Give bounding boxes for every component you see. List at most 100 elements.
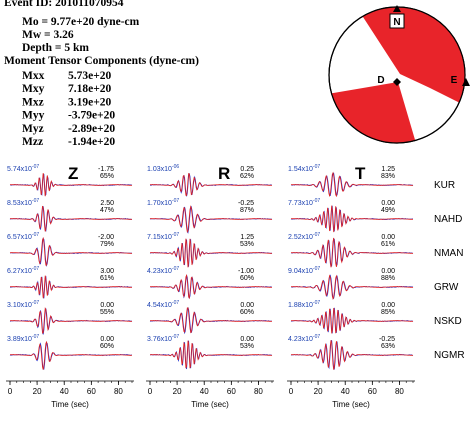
amplitude-exponent: -07 — [313, 198, 320, 204]
mt-title: Moment Tensor Components (dyne-cm) — [4, 55, 199, 67]
amplitude: 3.10x10-07 — [7, 300, 39, 309]
amplitude-mantissa: 8.53x10 — [7, 200, 32, 207]
amplitude: 4.23x10-07 — [288, 334, 320, 343]
amplitude-exponent: -07 — [32, 198, 39, 204]
variance-reduction: 53% — [240, 343, 254, 350]
variance-reduction: 87% — [240, 207, 254, 214]
variance-reduction: 85% — [381, 309, 395, 316]
synthetic-trace — [291, 171, 413, 198]
amplitude-exponent: -07 — [313, 232, 320, 238]
time-shift: -1.75 — [98, 166, 114, 173]
moment: Mo = 9.77e+20 dyne-cm — [22, 16, 140, 28]
time-shift: 1.25 — [240, 234, 254, 241]
x-tick-label: 0 — [8, 387, 13, 396]
amplitude: 9.04x10-07 — [288, 266, 320, 275]
component-value: 7.18e+20 — [68, 83, 112, 95]
amplitude: 2.52x10-07 — [288, 232, 320, 241]
synthetic-trace — [10, 275, 132, 299]
time-shift: 2.50 — [100, 200, 114, 207]
station-name: KUR — [434, 180, 455, 191]
x-axis-label: Time (sec) — [332, 400, 370, 409]
time-shift: 0.25 — [240, 166, 254, 173]
component-label: T — [355, 164, 366, 183]
synthetic-trace — [291, 274, 413, 301]
synthetic-trace — [150, 340, 272, 369]
variance-reduction: 79% — [100, 241, 114, 248]
synthetic-trace — [150, 238, 272, 268]
amplitude: 1.88x10-07 — [288, 300, 320, 309]
synthetic-trace — [291, 237, 413, 268]
station-name: NSKD — [434, 316, 462, 327]
variance-reduction: 49% — [381, 207, 395, 214]
time-shift: -1.00 — [238, 268, 254, 275]
component-name: Myz — [22, 123, 44, 135]
x-tick-label: 60 — [368, 387, 377, 396]
amplitude-exponent: -07 — [32, 232, 39, 238]
synthetic-trace — [10, 340, 132, 370]
x-tick-label: 40 — [60, 387, 69, 396]
variance-reduction: 60% — [240, 309, 254, 316]
variance-reduction: 63% — [381, 343, 395, 350]
amplitude-exponent: -07 — [172, 232, 179, 238]
amplitude-exponent: -07 — [32, 334, 39, 340]
amplitude-exponent: -07 — [32, 266, 39, 272]
component-label: Z — [68, 164, 78, 183]
component-value: 3.19e+20 — [68, 96, 112, 108]
x-tick-label: 80 — [395, 387, 404, 396]
amplitude-exponent: -07 — [313, 300, 320, 306]
synthetic-trace — [10, 236, 132, 266]
amplitude-mantissa: 4.23x10 — [288, 336, 313, 343]
x-tick-label: 20 — [314, 387, 323, 396]
amplitude-mantissa: 6.57x10 — [7, 234, 32, 241]
station-name: NGMR — [434, 350, 465, 361]
amplitude: 7.15x10-07 — [147, 232, 179, 241]
amplitude-mantissa: 1.88x10 — [288, 302, 313, 309]
component-name: Mxy — [22, 83, 45, 95]
station-name: NAHD — [434, 214, 462, 225]
x-tick-label: 40 — [200, 387, 209, 396]
amplitude: 1.03x10-06 — [147, 164, 179, 173]
time-shift: 0.00 — [381, 268, 395, 275]
variance-reduction: 60% — [100, 343, 114, 350]
amplitude-mantissa: 3.10x10 — [7, 302, 32, 309]
time-shift: 0.00 — [240, 336, 254, 343]
x-axis-label: Time (sec) — [191, 400, 229, 409]
component-value: -1.94e+20 — [68, 136, 115, 148]
amplitude: 1.54x10-07 — [288, 164, 320, 173]
beachball-label: D — [377, 75, 384, 86]
amplitude-exponent: -07 — [313, 266, 320, 272]
beachball-label: E — [451, 75, 458, 86]
amplitude: 8.53x10-07 — [7, 198, 39, 207]
synthetic-trace — [291, 340, 413, 370]
x-tick-label: 40 — [341, 387, 350, 396]
x-tick-label: 60 — [87, 387, 96, 396]
time-shift: -2.00 — [98, 234, 114, 241]
amplitude-mantissa: 2.52x10 — [288, 234, 313, 241]
amplitude: 6.57x10-07 — [7, 232, 39, 241]
time-shift: 1.25 — [381, 166, 395, 173]
variance-reduction: 88% — [381, 275, 395, 282]
amplitude-exponent: -07 — [172, 334, 179, 340]
amplitude-mantissa: 4.23x10 — [147, 268, 172, 275]
synthetic-trace — [291, 205, 413, 233]
synthetic-trace — [150, 173, 272, 197]
component-name: Mxx — [22, 70, 45, 82]
beachball-label: N — [393, 17, 400, 28]
variance-reduction: 62% — [240, 173, 254, 180]
component-value: 5.73e+20 — [68, 70, 112, 82]
x-tick-label: 20 — [173, 387, 182, 396]
amplitude-exponent: -06 — [172, 164, 179, 170]
component-value: -2.89e+20 — [68, 123, 115, 135]
amplitude-mantissa: 9.04x10 — [288, 268, 313, 275]
time-shift: 0.00 — [381, 302, 395, 309]
amplitude-mantissa: 7.73x10 — [288, 200, 313, 207]
variance-reduction: 61% — [100, 275, 114, 282]
component-name: Myy — [22, 110, 45, 122]
x-tick-label: 80 — [114, 387, 123, 396]
variance-reduction: 61% — [381, 241, 395, 248]
amplitude-exponent: -07 — [313, 334, 320, 340]
time-shift: 0.00 — [381, 200, 395, 207]
amplitude: 4.54x10-07 — [147, 300, 179, 309]
amplitude-mantissa: 1.03x10 — [147, 166, 172, 173]
amplitude-exponent: -07 — [32, 300, 39, 306]
